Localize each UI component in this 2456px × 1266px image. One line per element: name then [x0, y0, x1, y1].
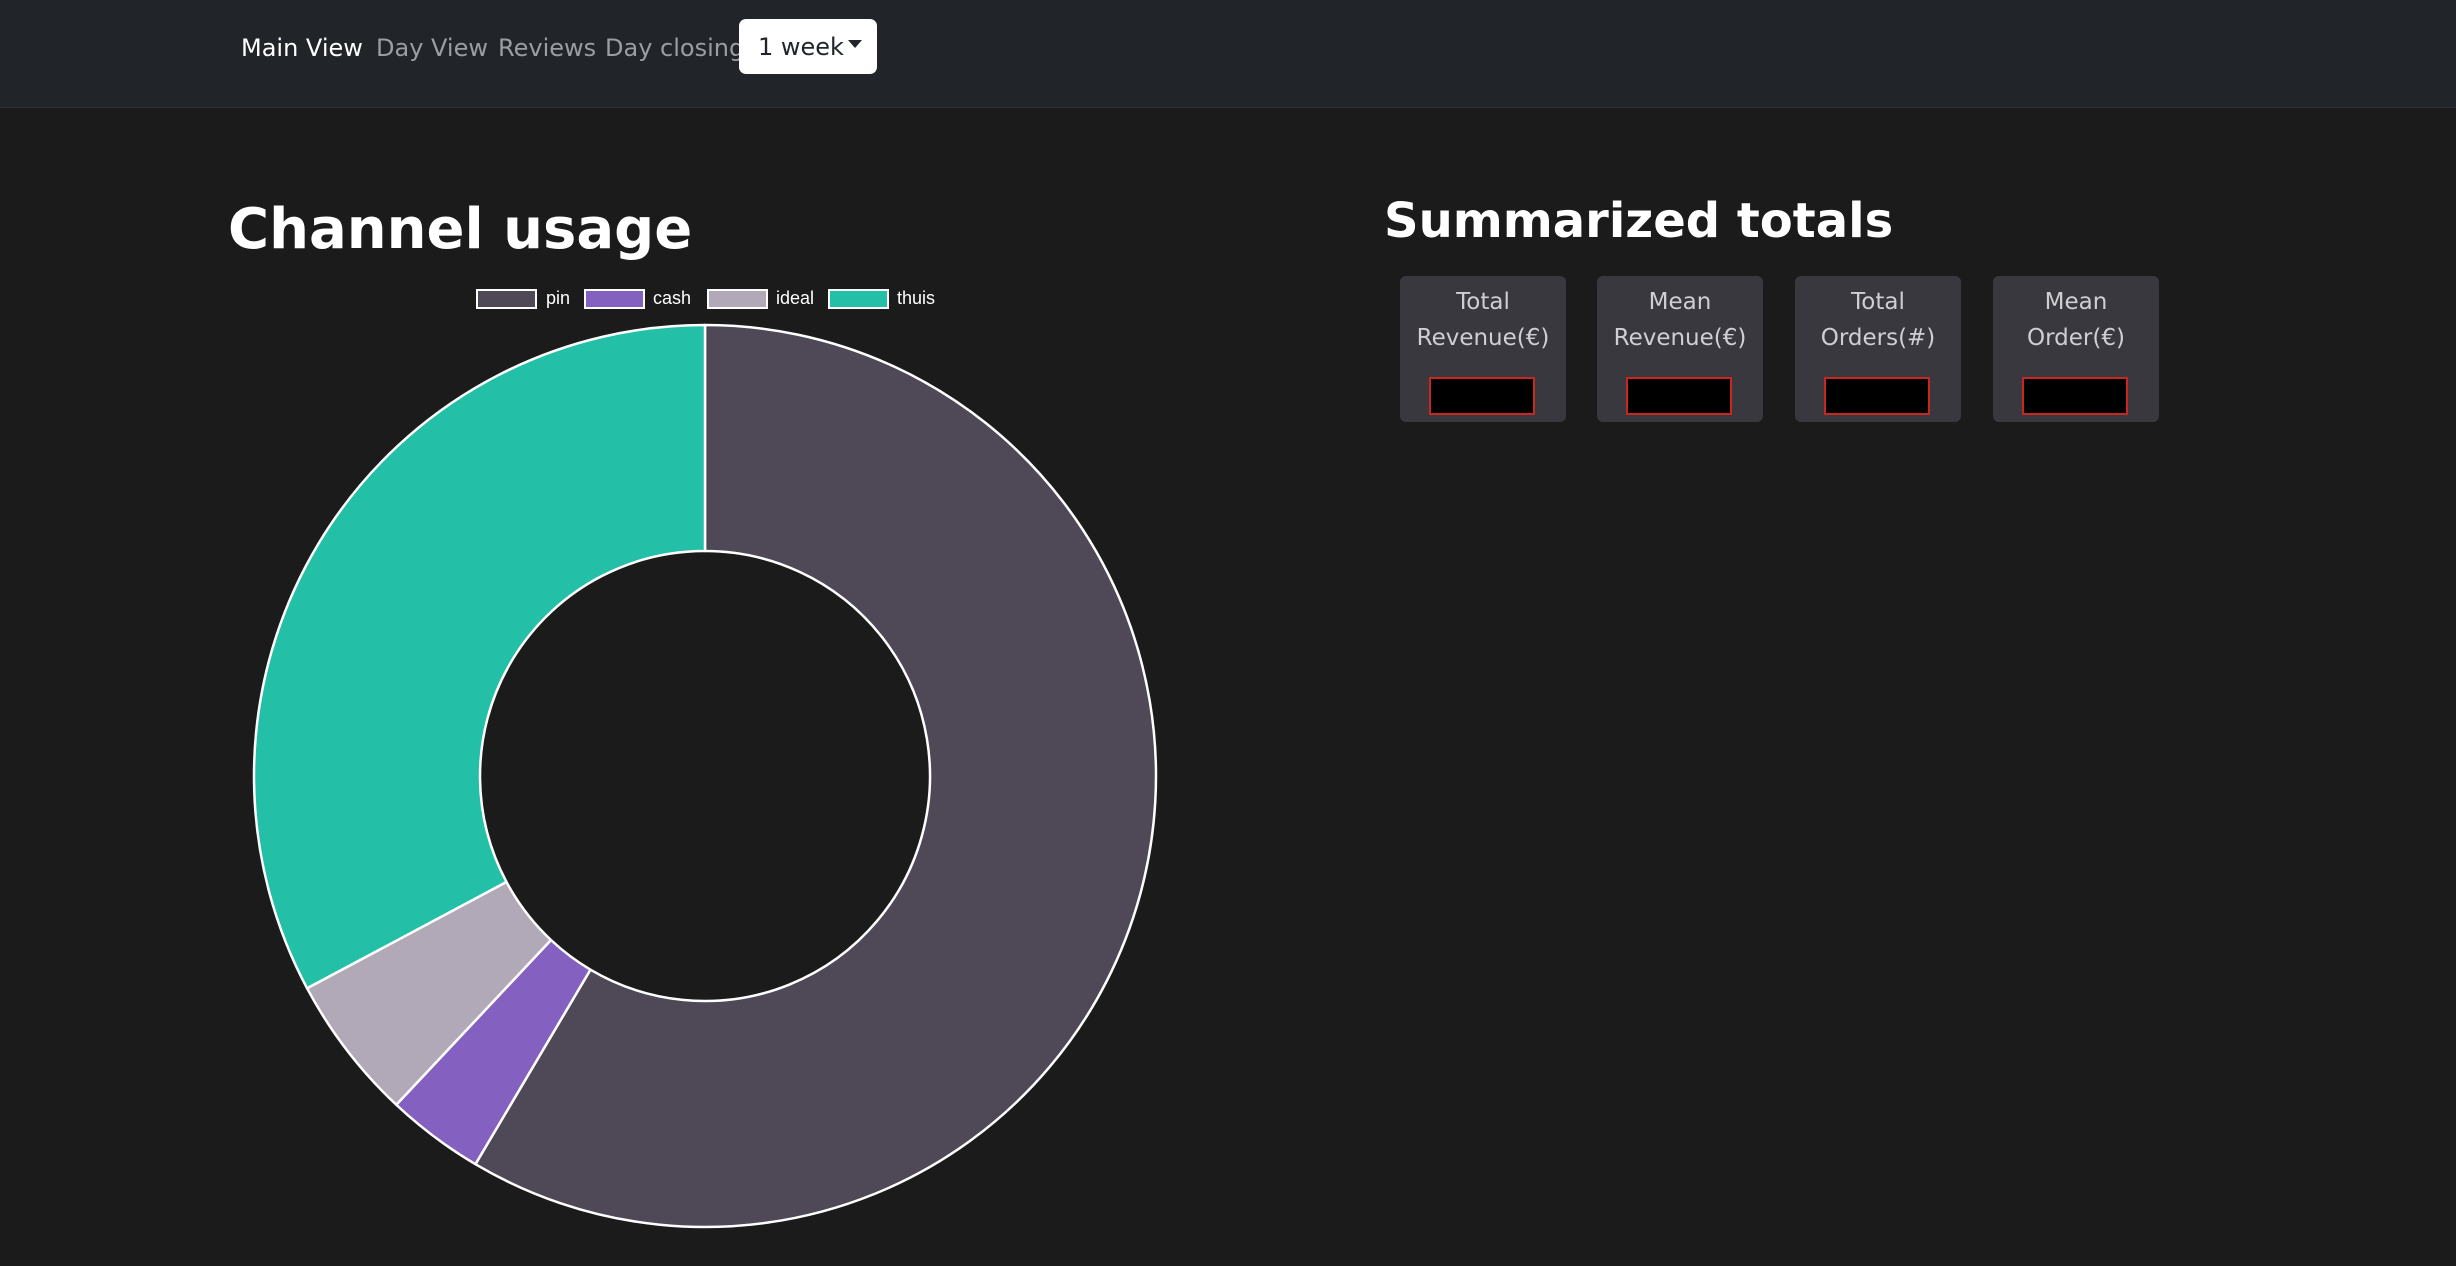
donut-slice-pin[interactable] [474, 323, 1158, 1229]
total-revenue-value [1429, 377, 1535, 415]
legend-swatch-pin [476, 289, 537, 309]
legend-swatch-cash [584, 289, 645, 309]
period-dropdown[interactable]: 1 week [739, 19, 877, 74]
channel-usage-title: Channel usage [228, 197, 693, 262]
total-revenue-label-line2: Revenue(€) [1416, 325, 1550, 351]
mean-revenue-label-line1: Mean [1648, 289, 1712, 315]
nav-link-main-view[interactable]: Main View [241, 34, 363, 62]
summarized-totals-title: Summarized totals [1384, 193, 1894, 249]
nav-link-day-closing[interactable]: Day closing [605, 34, 745, 62]
legend-swatch-ideal [707, 289, 768, 309]
total-orders-label-line1: Total [1851, 289, 1905, 315]
total-revenue-card: Total Revenue(€) [1400, 276, 1566, 422]
total-orders-value [1824, 377, 1930, 415]
legend-label-thuis: thuis [897, 288, 936, 308]
mean-revenue-value [1626, 377, 1732, 415]
legend-swatch-thuis [828, 289, 889, 309]
mean-order-label-line1: Mean [2044, 289, 2108, 315]
nav-link-reviews[interactable]: Reviews [498, 34, 597, 62]
total-revenue-label-line1: Total [1456, 289, 1510, 315]
nav-link-day-view[interactable]: Day View [376, 34, 488, 62]
total-orders-card: Total Orders(#) [1795, 276, 1961, 422]
caret-down-icon [848, 40, 862, 48]
mean-order-value [2022, 377, 2128, 415]
total-orders-label-line2: Orders(#) [1820, 325, 1936, 351]
period-dropdown-label: 1 week [758, 33, 844, 61]
mean-order-card: Mean Order(€) [1993, 276, 2159, 422]
mean-revenue-card: Mean Revenue(€) [1597, 276, 1763, 422]
legend-label-cash: cash [653, 288, 692, 308]
navbar: Main View Day View Reviews Day closing 1… [0, 0, 2456, 108]
donut-slice-thuis[interactable] [252, 323, 707, 990]
mean-order-label-line2: Order(€) [2027, 325, 2125, 351]
legend-label-pin: pin [546, 288, 571, 308]
legend-label-ideal: ideal [776, 288, 815, 308]
channel-usage-donut-chart [252, 323, 1158, 1229]
mean-revenue-label-line2: Revenue(€) [1613, 325, 1747, 351]
